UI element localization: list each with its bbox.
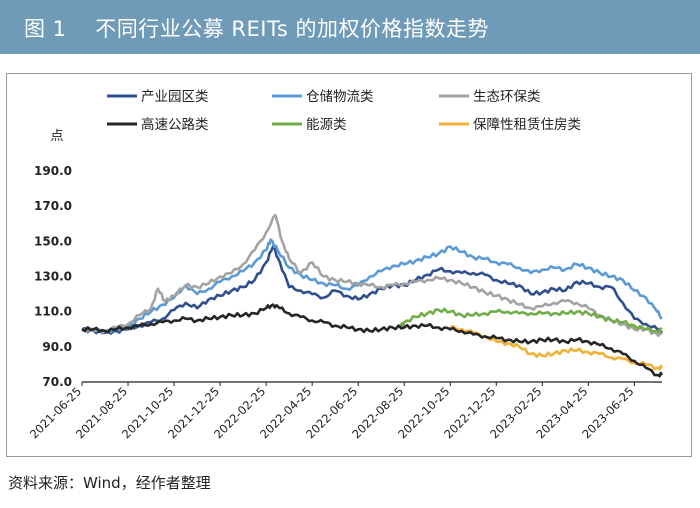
source-note: 资料来源：Wind，经作者整理	[8, 474, 211, 492]
y-tick-label: 70.0	[42, 375, 72, 389]
legend-label: 生态环保类	[473, 89, 541, 105]
y-tick-label: 90.0	[42, 340, 72, 354]
figure-title: 图 1 不同行业公募 REITs 的加权价格指数走势	[24, 13, 489, 43]
y-tick-label: 170.0	[34, 199, 72, 213]
y-tick-label: 150.0	[34, 234, 72, 248]
y-axis: 190.0 170.0 150.0 130.0 110.0 90.0 70.0	[34, 164, 72, 389]
y-tick-label: 130.0	[34, 270, 72, 284]
series-line-1	[81, 238, 663, 335]
series-line-4	[398, 307, 663, 334]
legend-label: 高速公路类	[141, 116, 209, 133]
figure-label: 图 1	[24, 17, 67, 41]
series-line-5	[449, 325, 664, 371]
series-line-0	[81, 245, 664, 335]
legend-label: 产业园区类	[141, 89, 209, 105]
legend-label: 能源类	[306, 117, 347, 133]
y-axis-label: 点	[50, 129, 63, 144]
legend-label: 保障性租赁住房类	[473, 117, 581, 133]
chart-frame: 产业园区类 仓储物流类 生态环保类 高速公路类 能源类 保障性租赁住房类 点 190.0 1…	[6, 73, 692, 457]
series-line-2	[81, 213, 663, 338]
figure-title-text: 不同行业公募 REITs 的加权价格指数走势	[95, 17, 489, 41]
y-tick-label: 190.0	[34, 164, 72, 178]
legend-label: 仓储物流类	[306, 89, 374, 105]
y-tick-label: 110.0	[34, 305, 72, 319]
series-lines	[81, 213, 664, 378]
title-bar: 图 1 不同行业公募 REITs 的加权价格指数走势	[0, 0, 700, 54]
series-line-3	[81, 303, 664, 378]
x-axis: 2021-06-252021-08-252021-10-252021-12-25…	[27, 381, 662, 441]
